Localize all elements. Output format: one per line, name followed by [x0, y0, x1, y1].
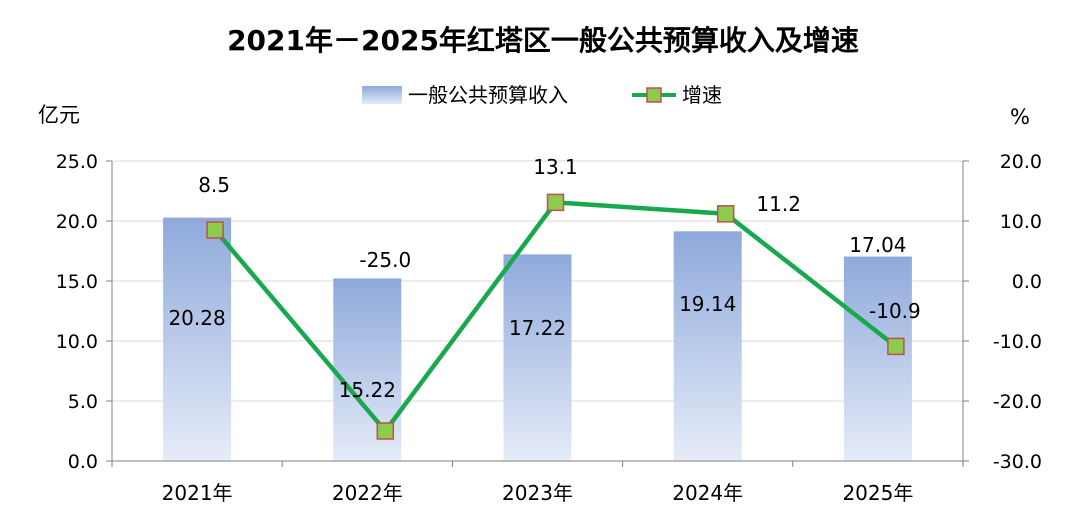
y-left-tick-label: 20.0 — [56, 211, 98, 233]
y-left-tick-label: 25.0 — [56, 151, 98, 173]
growth-marker — [376, 422, 395, 440]
bar — [843, 256, 912, 461]
y-left-tick-label: 0.0 — [68, 451, 98, 473]
legend-label-bar: 一般公共预算收入 — [408, 83, 568, 107]
growth-marker — [716, 205, 735, 223]
growth-value-label: -25.0 — [359, 248, 411, 272]
x-tick-label: 2025年 — [842, 481, 913, 505]
x-tick-label: 2024年 — [672, 481, 743, 505]
growth-marker — [546, 193, 565, 212]
y-left-tick-label: 5.0 — [68, 391, 98, 413]
y-right-tick-label: 0.0 — [1012, 271, 1042, 293]
growth-value-label: -10.9 — [869, 299, 921, 323]
bar-value-label: 15.22 — [339, 378, 396, 402]
bar-value-label: 17.04 — [849, 233, 906, 257]
growth-marker — [887, 337, 905, 356]
growth-value-label: 13.1 — [533, 155, 578, 179]
y-right-tick-label: -20.0 — [993, 391, 1042, 413]
chart-title: 2021年－2025年红塔区一般公共预算收入及增速 — [227, 24, 859, 57]
legend-label-line: 增速 — [682, 83, 722, 107]
y-left-tick-label: 10.0 — [56, 331, 98, 353]
bar — [673, 231, 742, 461]
x-tick-label: 2023年 — [502, 481, 573, 505]
x-tick-label: 2021年 — [162, 481, 233, 505]
bar — [503, 254, 572, 461]
bar — [163, 217, 232, 461]
growth-marker — [206, 221, 224, 239]
y-right-unit: % — [1010, 105, 1030, 129]
legend-swatch-bar — [362, 86, 402, 104]
bar-value-label: 19.14 — [679, 292, 736, 316]
y-right-tick-label: -10.0 — [993, 331, 1042, 353]
bars — [163, 217, 912, 461]
growth-line — [206, 193, 905, 440]
y-right-tick-label: 20.0 — [1000, 151, 1042, 173]
growth-value-label: 11.2 — [756, 192, 801, 216]
legend: 一般公共预算收入 增速 — [362, 83, 722, 107]
y-right-tick-label: -30.0 — [993, 451, 1042, 473]
bar-value-label: 20.28 — [168, 306, 225, 330]
y-left-unit: 亿元 — [38, 103, 80, 127]
data-labels: 20.28 15.22 17.22 19.14 17.04 8.5 -25.0 13.1 11.… — [168, 155, 920, 402]
x-tick-label: 2022年 — [332, 481, 403, 505]
bar-value-label: 17.22 — [509, 316, 566, 340]
growth-value-label: 8.5 — [198, 173, 230, 197]
legend-swatch-marker — [646, 87, 662, 103]
y-right-tick-label: 10.0 — [1000, 211, 1042, 233]
axes: 0.0 5.0 10.0 15.0 20.0 25.0 -30.0 -20.0 -10.0 0.0… — [56, 151, 1042, 505]
y-left-tick-label: 15.0 — [56, 271, 98, 293]
